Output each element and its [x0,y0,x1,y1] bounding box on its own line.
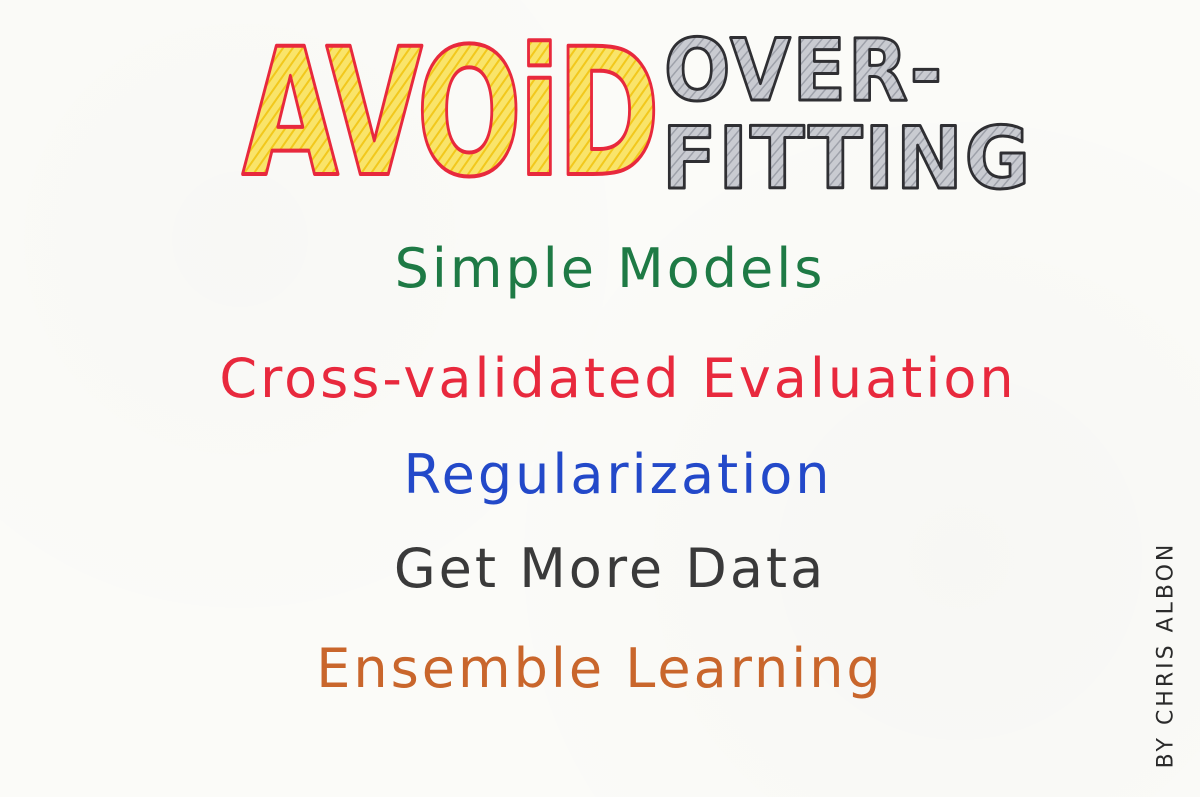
title-fitting-text: FITTING [662,109,1032,209]
title-over-text: OVER- [664,21,944,121]
title-over: OVER- [660,20,950,123]
title-avoid-text: AVOiD [242,11,656,216]
title-fitting: FITTING [658,106,1038,211]
title-avoid: AVOiD [240,9,664,218]
title-fitting-graphic: FITTING [661,108,1032,211]
author-signature: BY CHRIS ALBON [1146,530,1186,780]
tip-cross-validated-evaluation: Cross-validated Evaluation [219,347,1017,410]
tip-ensemble-learning: Ensemble Learning [316,637,884,700]
author-signature-text: BY CHRIS ALBON [1153,541,1179,769]
title-avoid-graphic: AVOiD [240,9,664,218]
tip-simple-models: Simple Models [394,237,826,300]
tip-get-more-data: Get More Data [393,537,827,600]
tip-regularization: Regularization [403,443,833,506]
title-over-graphic: OVER- [663,20,944,123]
